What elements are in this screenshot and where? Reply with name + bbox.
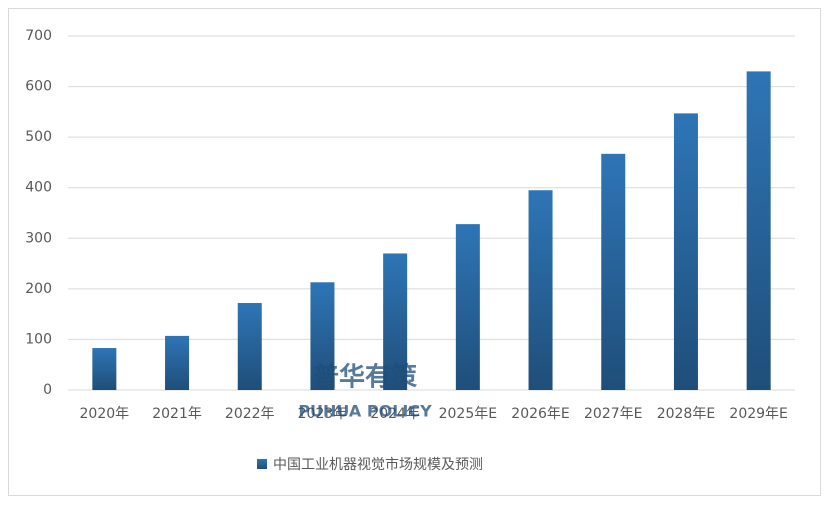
bar — [455, 224, 480, 390]
bar — [310, 282, 335, 390]
y-tick-label: 300 — [25, 230, 52, 246]
bar — [673, 113, 698, 391]
x-tick-label: 2027年E — [584, 406, 642, 422]
chart-frame — [8, 8, 821, 496]
y-tick-label: 200 — [25, 281, 52, 297]
y-tick-label: 0 — [43, 382, 52, 398]
bar — [746, 71, 771, 391]
bar — [383, 253, 408, 390]
legend-label: 中国工业机器视觉市场规模及预测 — [273, 456, 483, 473]
x-tick-label: 2020年 — [80, 406, 130, 422]
bar — [237, 303, 262, 390]
bar — [528, 190, 553, 390]
plot-area: 0 100 200 300 400 500 600 700 2020年 2021年 2022年 202… — [25, 28, 795, 422]
x-tick-label: 2021年 — [152, 406, 202, 422]
watermark: PUHUA POLICY — [298, 402, 432, 421]
watermark: 普华有策 — [313, 362, 417, 393]
x-tick-label: 2029年E — [729, 406, 787, 422]
x-tick-label: 2026年E — [511, 406, 569, 422]
x-tick-label: 2023年 — [298, 406, 348, 422]
bar — [165, 335, 190, 390]
y-tick-label: 600 — [25, 79, 52, 95]
x-tick-label: 2025年E — [439, 406, 497, 422]
bar — [92, 348, 117, 390]
legend-swatch — [257, 459, 267, 469]
x-tick-label: 2022年 — [225, 406, 275, 422]
y-tick-label: 400 — [25, 180, 52, 196]
x-tick-label: 2028年E — [657, 406, 715, 422]
y-tick-label: 500 — [25, 129, 52, 145]
y-tick-label: 100 — [25, 331, 52, 347]
y-tick-label: 700 — [25, 28, 52, 44]
x-tick-label: 2024年 — [370, 406, 420, 422]
bar — [601, 153, 626, 390]
